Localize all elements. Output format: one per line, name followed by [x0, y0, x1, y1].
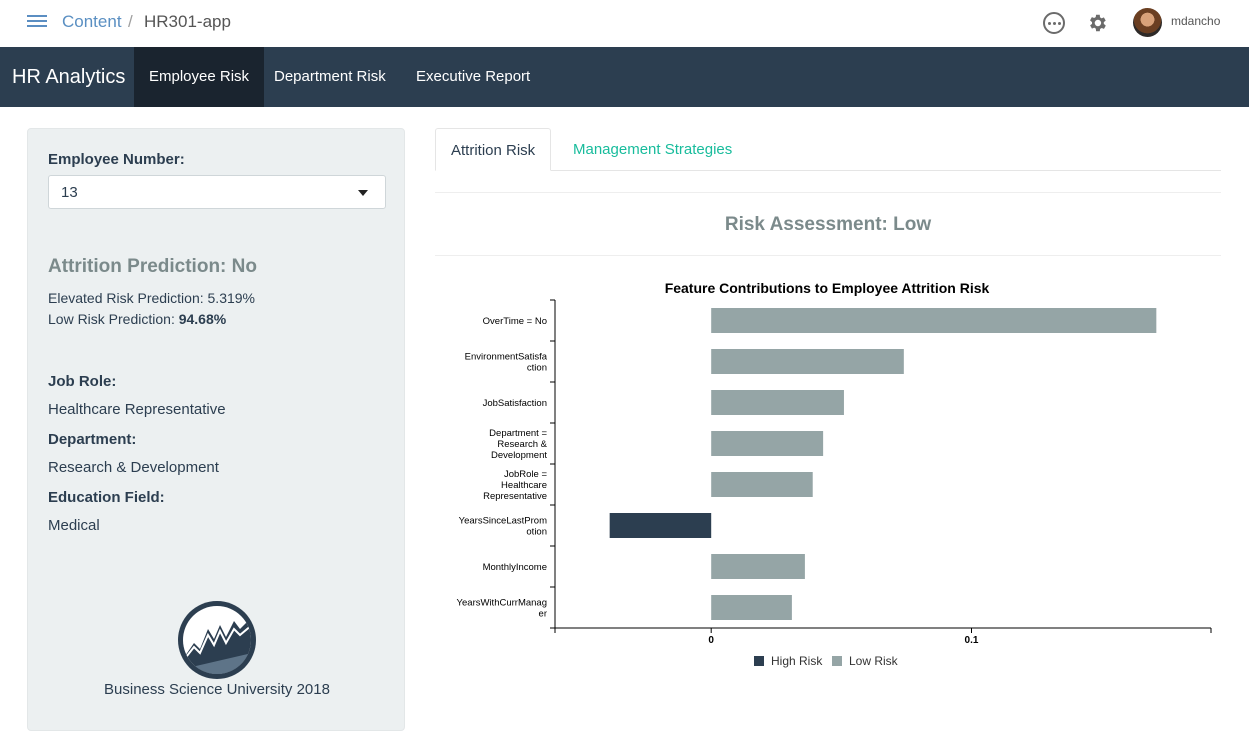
bar-jobrole-healthcare-representative[interactable] [711, 472, 813, 497]
low-risk-label: Low Risk Prediction: [48, 311, 179, 327]
username[interactable]: mdancho [1171, 14, 1221, 28]
bar-yearssincelastpromotion[interactable] [609, 513, 712, 538]
breadcrumb-separator: / [128, 12, 133, 31]
low-risk-prediction: Low Risk Prediction: 94.68% [48, 311, 226, 327]
department-value: Research & Development [48, 459, 219, 476]
bar-yearswithcurrmanager[interactable] [711, 595, 792, 620]
category-label: Department = Research & Development [489, 428, 547, 461]
business-science-logo [178, 601, 256, 679]
education-field-value: Medical [48, 517, 100, 534]
legend-label[interactable]: High Risk [771, 654, 823, 668]
breadcrumb-app-name: HR301-app [144, 12, 231, 31]
tab-executive-report[interactable]: Executive Report [416, 68, 531, 85]
footer-credit: Business Science University 2018 [104, 681, 330, 698]
employee-number-value: 13 [61, 184, 78, 201]
avatar[interactable] [1133, 8, 1162, 37]
department-label: Department: [48, 431, 137, 448]
feature-contribution-chart: Feature Contributions to Employee Attrit… [457, 280, 1212, 668]
gear-icon[interactable] [1086, 12, 1108, 34]
employee-number-label: Employee Number: [48, 151, 185, 168]
chart-title: Feature Contributions to Employee Attrit… [665, 280, 990, 296]
category-label: YearsSinceLastProm otion [459, 516, 547, 538]
category-label: JobRole = Healthcare Representative [483, 469, 547, 502]
divider [435, 192, 1221, 193]
attrition-prediction-title: Attrition Prediction: No [48, 256, 257, 277]
category-label: MonthlyIncome [483, 562, 547, 573]
x-tick-label: 0 [708, 635, 714, 646]
job-role-label: Job Role: [48, 373, 117, 390]
menu-icon[interactable] [27, 15, 47, 29]
plot-area: 0 0.1 OverTime = No EnvironmentSatisfa ction… [457, 299, 1212, 668]
risk-assessment-title: Risk Assessment: Low [724, 214, 932, 235]
elevated-risk-prediction: Elevated Risk Prediction: 5.319% [48, 290, 255, 306]
category-label: YearsWithCurrManag er [457, 598, 547, 620]
navbar: HR Analytics Employee Risk Department Ri… [0, 47, 1249, 107]
education-field-label: Education Field: [48, 489, 165, 506]
tab-management-strategies[interactable]: Management Strategies [573, 141, 733, 158]
category-label: JobSatisfaction [483, 398, 547, 409]
brand-title[interactable]: HR Analytics [12, 66, 126, 88]
divider [435, 255, 1221, 256]
tab-employee-risk[interactable]: Employee Risk [134, 47, 265, 107]
tab-department-risk[interactable]: Department Risk [274, 68, 386, 85]
legend-swatch [754, 656, 764, 666]
low-risk-value: 94.68% [178, 311, 227, 327]
top-bar: Content / HR301-app mdancho [0, 0, 1249, 47]
category-label: OverTime = No [483, 316, 547, 327]
bar-department-research-development[interactable] [711, 431, 824, 456]
bar-monthlyincome[interactable] [711, 554, 805, 579]
job-role-value: Healthcare Representative [48, 401, 226, 418]
x-tick-label: 0.1 [965, 635, 979, 646]
tab-attrition-risk[interactable]: Attrition Risk [435, 128, 552, 171]
bar-overtime-no[interactable] [711, 308, 1157, 333]
breadcrumb-content-link[interactable]: Content [62, 12, 122, 31]
bar-jobsatisfaction[interactable] [711, 390, 844, 415]
main-tabs: Attrition Risk Management Strategies [435, 128, 1221, 171]
bar-environmentsatisfaction[interactable] [711, 349, 904, 374]
legend-label[interactable]: Low Risk [849, 654, 899, 668]
legend-swatch [832, 656, 842, 666]
chevron-down-icon [358, 190, 368, 196]
employee-number-select[interactable]: 13 [48, 175, 386, 209]
category-label: EnvironmentSatisfa ction [465, 352, 548, 374]
sidebar-panel: Employee Number: 13 Attrition Prediction… [27, 128, 405, 731]
more-options-icon[interactable] [1043, 12, 1065, 34]
